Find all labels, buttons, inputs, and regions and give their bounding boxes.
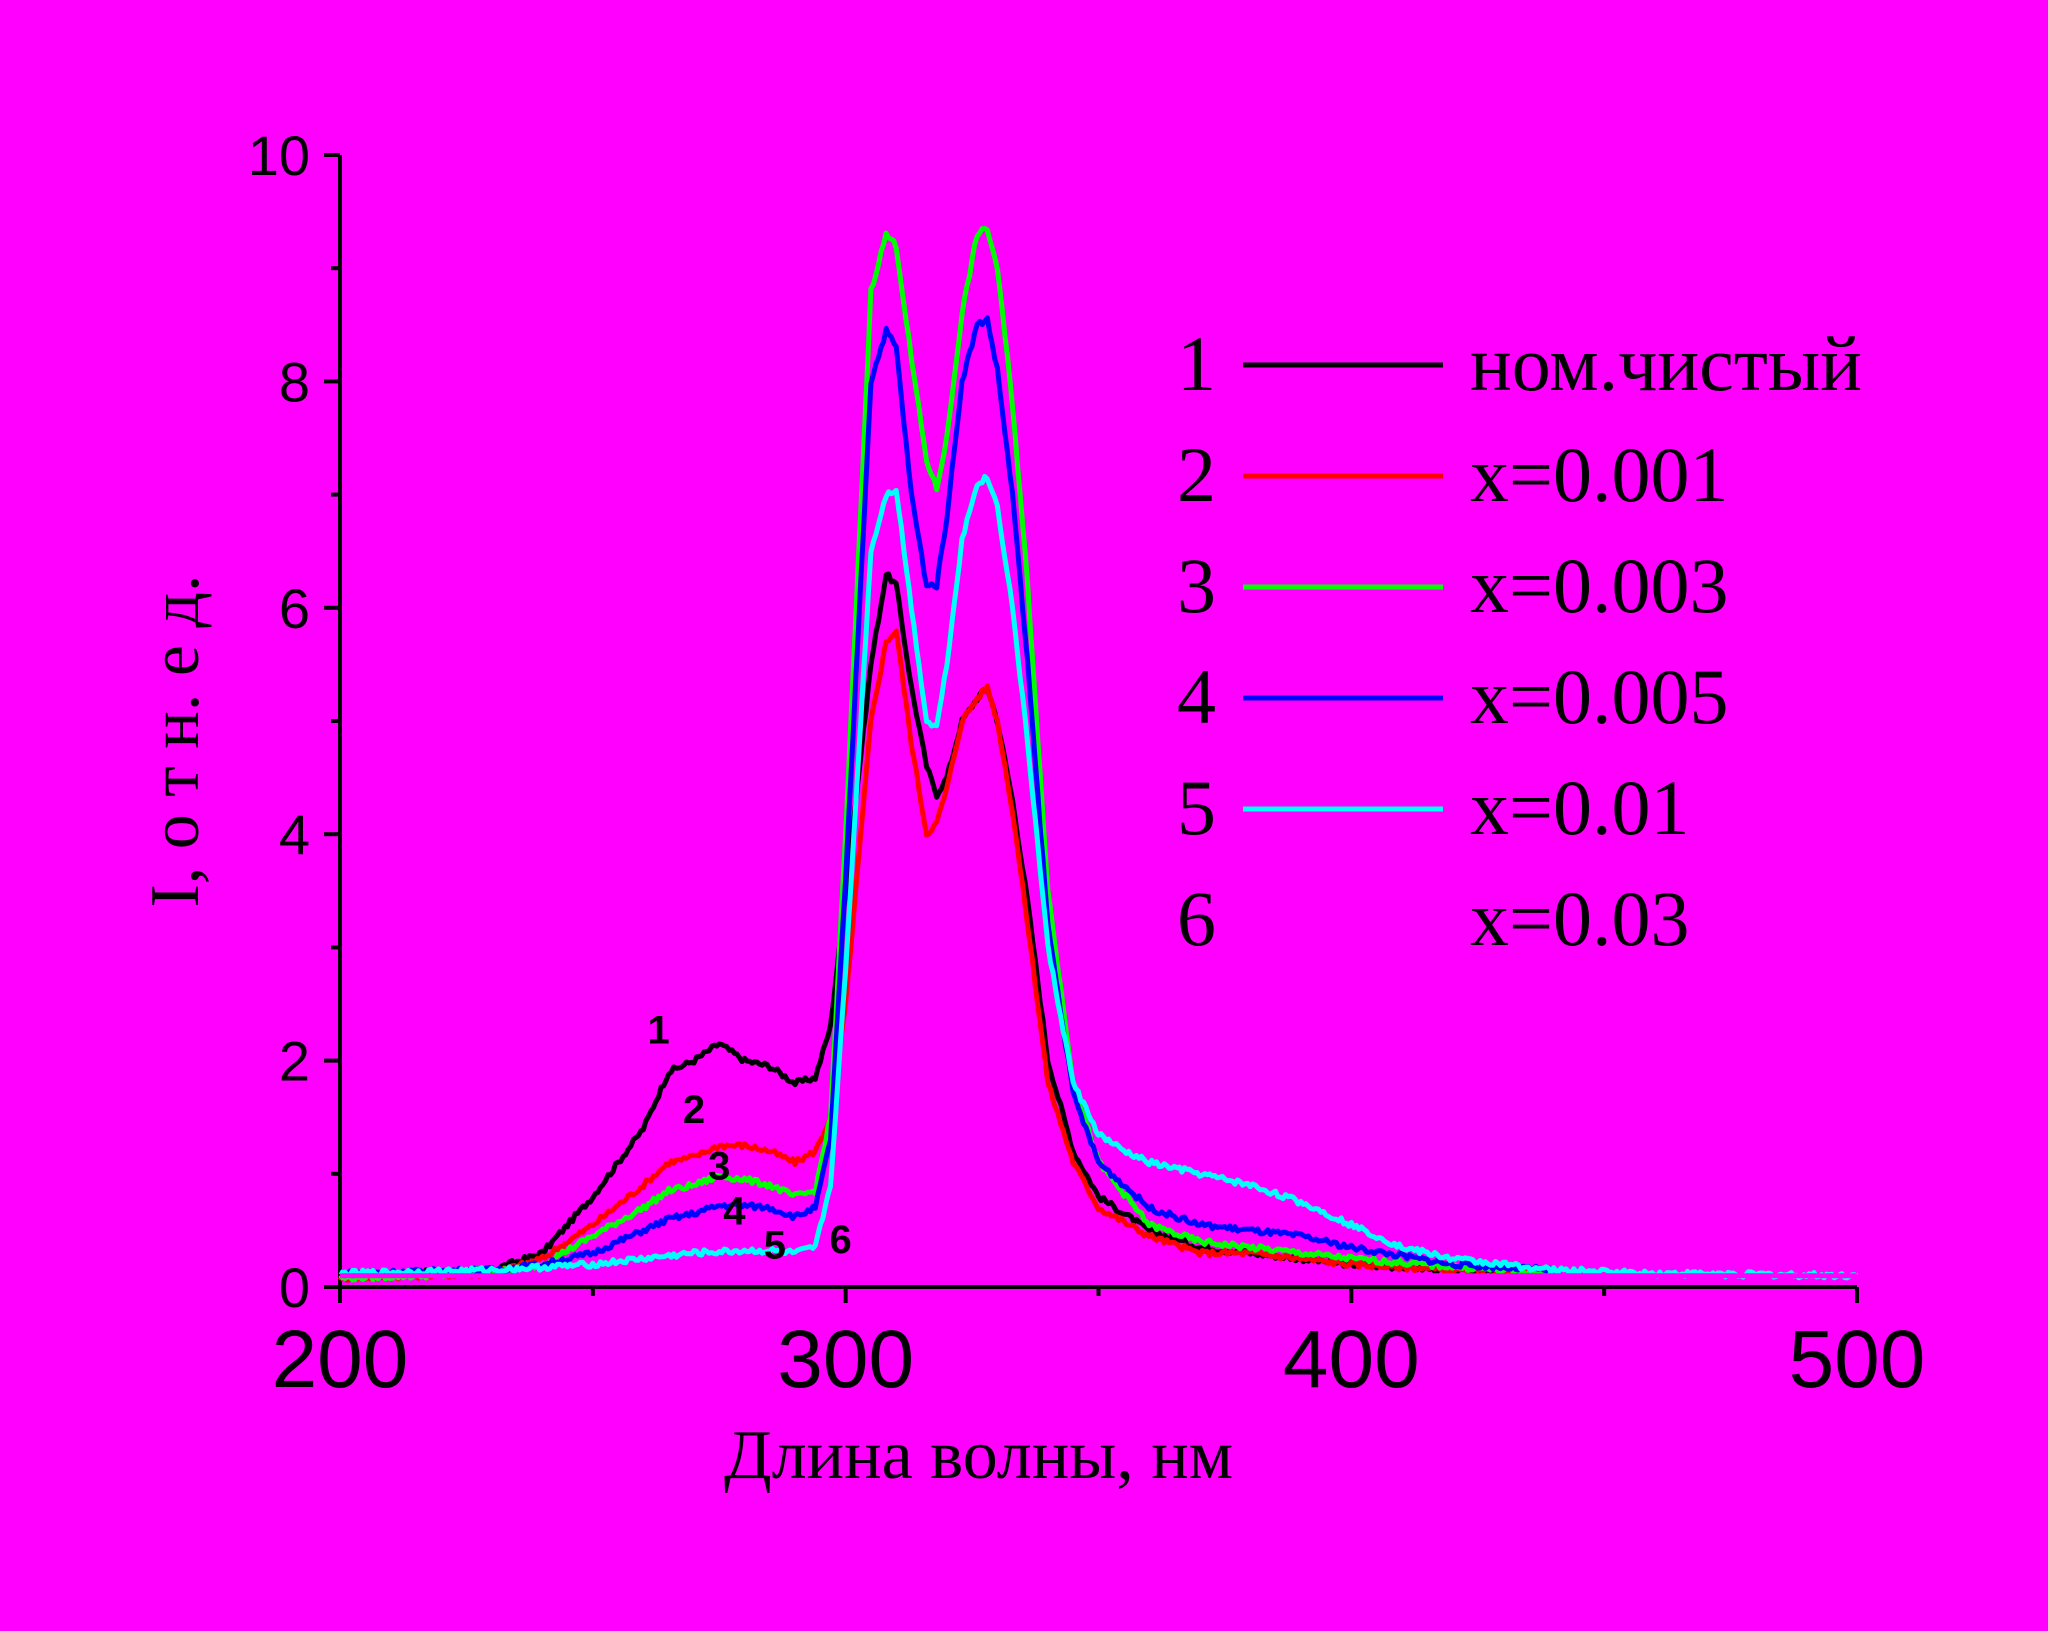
- legend-label: x=0.001: [1470, 431, 1729, 518]
- legend-label: x=0.005: [1470, 653, 1729, 740]
- curve-label-5: 5: [764, 1224, 786, 1268]
- x-tick-label: 300: [777, 1314, 914, 1405]
- curve-label-1: 1: [647, 1009, 669, 1053]
- x-tick-label: 500: [1789, 1314, 1926, 1405]
- series-line-5: [338, 473, 1858, 1281]
- x-tick-label: 200: [272, 1314, 409, 1405]
- curve-label-4: 4: [723, 1190, 746, 1234]
- y-tick-label: 4: [279, 803, 310, 866]
- legend-number: 4: [1177, 653, 1216, 740]
- x-tick-label: 400: [1283, 1314, 1420, 1405]
- x-axis-label: Длина волны, нм: [724, 1417, 1233, 1494]
- legend-number: 3: [1177, 542, 1216, 629]
- legend-label: ном.чистый: [1470, 320, 1862, 407]
- legend-label: x=0.003: [1470, 542, 1729, 629]
- series-layer: [337, 226, 1858, 1283]
- legend-number: 2: [1177, 431, 1216, 518]
- legend-number: 6: [1177, 875, 1216, 962]
- legend-label: x=0.01: [1470, 764, 1690, 851]
- y-tick-label: 0: [279, 1256, 310, 1319]
- curve-label-3: 3: [708, 1144, 730, 1188]
- series-line-2: [337, 628, 1555, 1283]
- series-line-3: [338, 226, 1556, 1283]
- y-axis-label: I, о т н. е д.: [137, 574, 214, 907]
- series-line-1: [339, 571, 1555, 1281]
- legend-label: x=0.03: [1470, 875, 1690, 962]
- axes: 200 300 400 500 0 2 4 6 8 10: [248, 124, 1926, 1405]
- y-tick-label: 2: [279, 1030, 310, 1093]
- y-tick-label: 8: [279, 350, 310, 413]
- y-tick-label: 10: [248, 124, 310, 187]
- legend-number: 1: [1177, 320, 1216, 407]
- curve-label-6: 6: [829, 1218, 851, 1262]
- legend-number: 5: [1177, 764, 1216, 851]
- y-tick-label: 6: [279, 577, 310, 640]
- legend: 1 ном.чистый 2 x=0.001 3 x=0.003 4 x=0.005 5 x=0.…: [1177, 320, 1862, 962]
- curve-label-2: 2: [683, 1088, 705, 1132]
